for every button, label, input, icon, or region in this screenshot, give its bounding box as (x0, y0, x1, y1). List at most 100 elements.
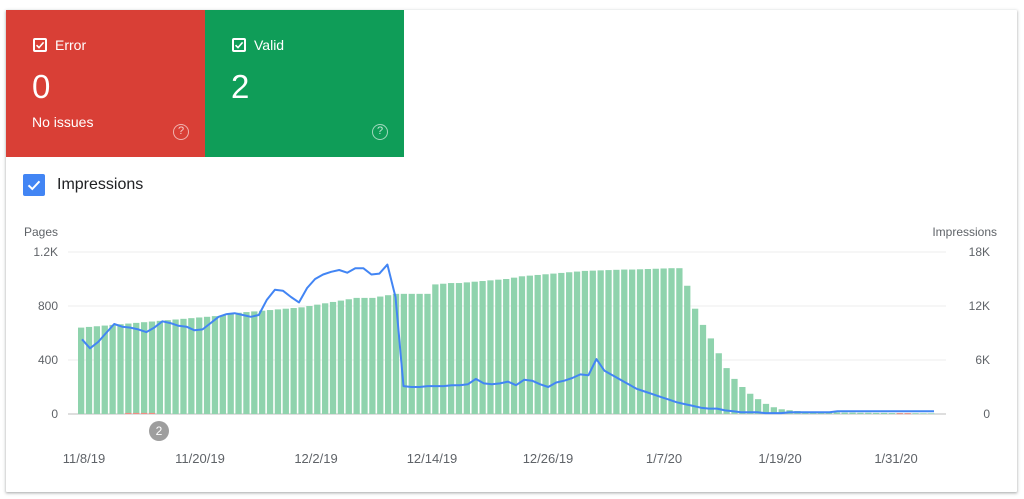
valid-bar (408, 293, 415, 414)
valid-bar (447, 283, 455, 414)
valid-bar (235, 312, 242, 414)
valid-bar (550, 273, 557, 414)
valid-bar (707, 338, 715, 414)
valid-bar (306, 306, 313, 414)
valid-bar (534, 274, 541, 414)
impressions-checkbox[interactable] (23, 174, 45, 196)
error-bar (125, 412, 132, 414)
left-axis-tick-label: 0 (51, 407, 58, 421)
valid-bar (322, 303, 329, 414)
valid-bar (400, 293, 408, 414)
valid-bar (85, 326, 93, 414)
annotation-badge-label[interactable]: 2 (156, 424, 163, 438)
error-count: 0 (32, 68, 51, 105)
valid-bar (920, 413, 927, 414)
right-axis-tick-label: 0 (983, 407, 990, 421)
right-axis-tick-label: 12K (969, 299, 990, 313)
valid-bar (93, 326, 101, 414)
valid-bar (211, 316, 219, 414)
valid-bar (581, 270, 589, 414)
valid-bar (503, 279, 510, 414)
valid-bar (518, 276, 526, 414)
valid-bar (526, 275, 533, 414)
valid-bar (117, 324, 124, 414)
x-axis-tick-label: 12/14/19 (407, 451, 458, 466)
valid-bar (369, 297, 376, 414)
valid-bar (282, 308, 289, 414)
valid-bar (495, 279, 502, 414)
valid-bar (636, 269, 644, 414)
valid-bar (605, 270, 612, 414)
help-icon[interactable]: ? (173, 124, 189, 140)
valid-bar (597, 270, 604, 414)
valid-checkbox-icon[interactable] (232, 38, 246, 52)
error-bar (148, 412, 156, 414)
valid-bar (337, 300, 345, 414)
valid-bar (833, 412, 840, 414)
valid-bar (542, 274, 549, 414)
valid-bar (723, 368, 730, 414)
left-axis-title: Pages (24, 225, 58, 239)
valid-bar (928, 413, 935, 414)
annotation-badge-circle[interactable] (149, 421, 169, 441)
valid-status-tile[interactable]: Valid 2 ? (205, 10, 404, 157)
valid-bar (762, 403, 770, 414)
valid-bar (644, 269, 652, 414)
valid-bar (747, 393, 754, 414)
valid-bar (101, 325, 108, 414)
valid-bar (691, 308, 699, 414)
valid-bar (778, 409, 785, 414)
valid-bar (629, 269, 636, 414)
valid-bar (140, 322, 148, 414)
help-icon[interactable]: ? (372, 124, 388, 140)
valid-bar (196, 317, 203, 414)
valid-bar (857, 412, 864, 414)
valid-bar (613, 269, 620, 414)
error-subtitle: No issues (32, 114, 94, 130)
x-axis-tick-label: 1/31/20 (874, 451, 917, 466)
right-axis-title: Impressions (932, 225, 997, 239)
valid-bar (621, 269, 628, 414)
valid-bar (888, 413, 896, 414)
valid-bar (566, 272, 573, 414)
valid-bar (164, 320, 171, 414)
valid-bar (156, 320, 163, 414)
left-axis-tick-label: 1.2K (33, 245, 58, 259)
error-bar (133, 412, 140, 414)
right-axis-tick-label: 18K (969, 245, 990, 259)
valid-bar (78, 327, 85, 414)
valid-bar (353, 297, 360, 414)
error-status-tile[interactable]: Error 0 No issues ? (6, 10, 205, 157)
valid-bar (290, 308, 297, 414)
valid-bar (865, 412, 872, 414)
valid-bar (188, 318, 195, 414)
valid-bar (699, 324, 707, 414)
valid-bar (416, 293, 423, 414)
valid-bar (266, 310, 274, 414)
valid-bar (873, 412, 880, 414)
valid-bar (660, 268, 667, 414)
valid-bar (668, 268, 675, 414)
valid-bar (880, 412, 888, 414)
valid-bar (227, 314, 234, 414)
valid-bar (849, 412, 856, 414)
valid-bar (471, 281, 478, 414)
valid-bar (180, 318, 187, 414)
impressions-toggle-label[interactable]: Impressions (57, 176, 144, 193)
error-checkbox-icon[interactable] (33, 38, 47, 52)
valid-bar (109, 324, 116, 414)
annotation-badge[interactable]: 2 (149, 421, 169, 441)
valid-bar (652, 268, 659, 414)
valid-bar (440, 283, 447, 414)
valid-bar (133, 322, 140, 414)
valid-bar (392, 293, 400, 414)
x-axis-tick-label: 12/2/19 (294, 451, 337, 466)
valid-bar (589, 270, 596, 414)
impressions-line (81, 263, 934, 415)
valid-bar (770, 407, 777, 414)
valid-bar (424, 293, 431, 414)
valid-bar (345, 299, 352, 414)
x-axis-tick-label: 12/26/19 (523, 451, 574, 466)
valid-bar (219, 315, 226, 414)
